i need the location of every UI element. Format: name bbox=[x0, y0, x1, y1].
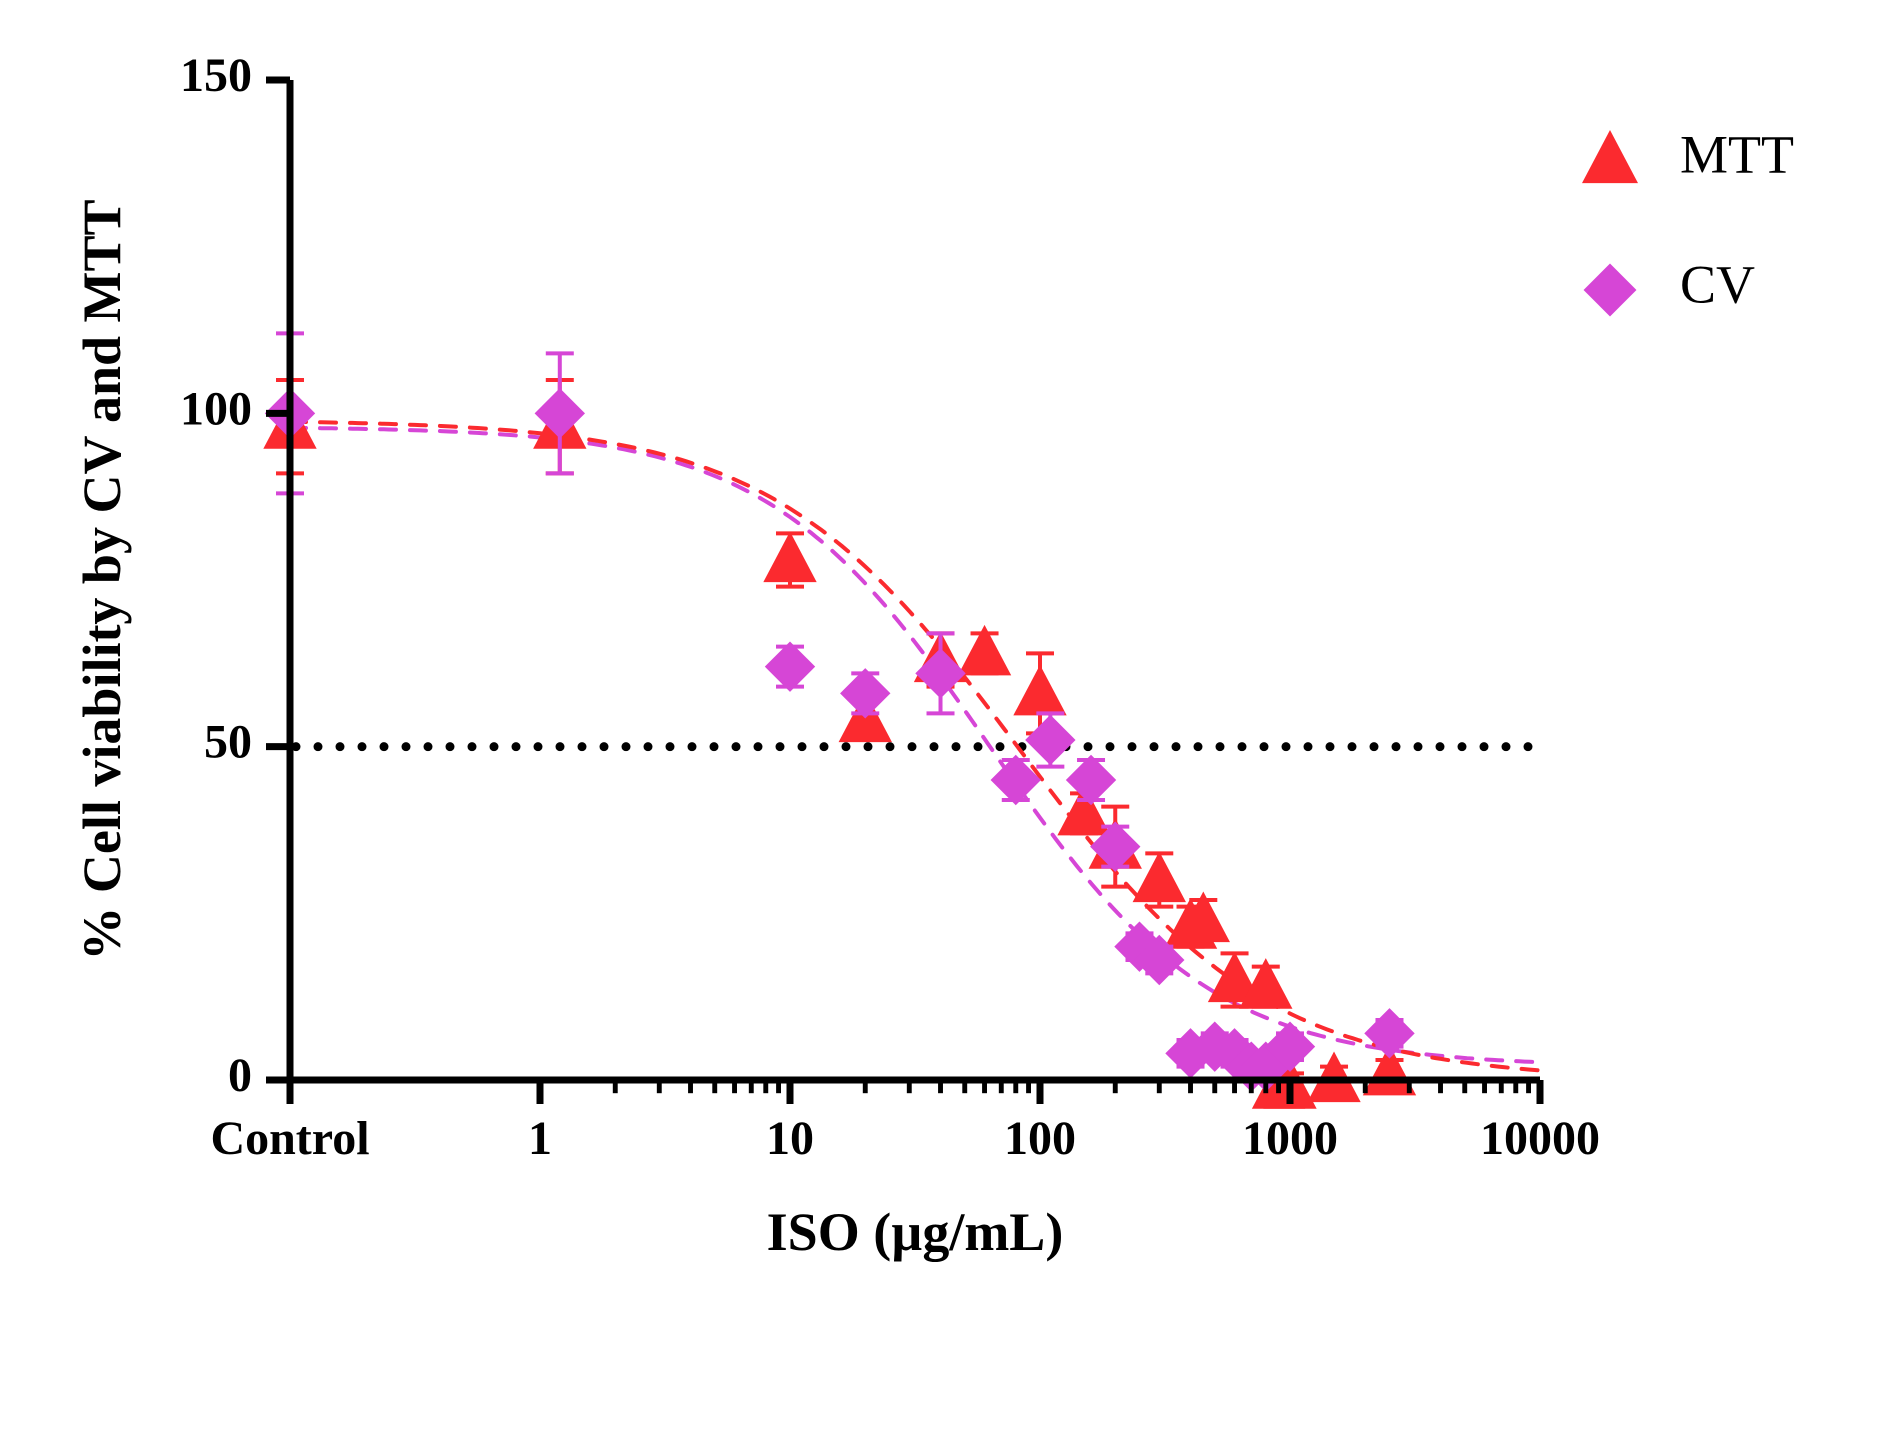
x-tick-label: Control bbox=[210, 1112, 369, 1165]
reference-dot bbox=[908, 742, 917, 751]
reference-dot bbox=[490, 742, 499, 751]
reference-dot bbox=[314, 742, 323, 751]
reference-dot bbox=[710, 742, 719, 751]
chart-container: 0 50 100 150 Control 1 10 100 1000 10000 % Cell vi… bbox=[0, 0, 1901, 1439]
reference-dot bbox=[1216, 742, 1225, 751]
reference-dot bbox=[930, 742, 939, 751]
y-axis-label: % Cell viability by CV and MTT bbox=[72, 199, 132, 960]
reference-dot bbox=[776, 742, 785, 751]
reference-dot bbox=[556, 742, 565, 751]
reference-dot bbox=[1414, 742, 1423, 751]
reference-dot bbox=[952, 742, 961, 751]
y-tick-label: 150 bbox=[180, 49, 252, 102]
reference-dot bbox=[974, 742, 983, 751]
reference-dot bbox=[1238, 742, 1247, 751]
reference-dot bbox=[1436, 742, 1445, 751]
reference-dot bbox=[600, 742, 609, 751]
reference-dot bbox=[644, 742, 653, 751]
reference-dot bbox=[1502, 742, 1511, 751]
reference-dot bbox=[424, 742, 433, 751]
reference-dot bbox=[1282, 742, 1291, 751]
reference-dot bbox=[1458, 742, 1467, 751]
reference-dot bbox=[402, 742, 411, 751]
reference-dot bbox=[446, 742, 455, 751]
reference-dot bbox=[1150, 742, 1159, 751]
reference-dot bbox=[468, 742, 477, 751]
reference-dot bbox=[1260, 742, 1269, 751]
reference-dot bbox=[842, 742, 851, 751]
reference-dot bbox=[512, 742, 521, 751]
reference-dot bbox=[754, 742, 763, 751]
reference-dot bbox=[622, 742, 631, 751]
x-tick-label: 10 bbox=[766, 1112, 814, 1165]
reference-dot bbox=[336, 742, 345, 751]
reference-dot bbox=[1304, 742, 1313, 751]
reference-dot bbox=[1194, 742, 1203, 751]
reference-dot bbox=[1172, 742, 1181, 751]
reference-dot bbox=[1392, 742, 1401, 751]
reference-dot bbox=[688, 742, 697, 751]
reference-dot bbox=[666, 742, 675, 751]
reference-dot bbox=[1524, 742, 1533, 751]
reference-dot bbox=[1128, 742, 1137, 751]
x-tick-label: 1000 bbox=[1242, 1112, 1338, 1165]
reference-dot bbox=[996, 742, 1005, 751]
dose-response-chart: 0 50 100 150 Control 1 10 100 1000 10000 % Cell vi… bbox=[0, 0, 1901, 1439]
reference-dot bbox=[798, 742, 807, 751]
x-tick-label: 10000 bbox=[1480, 1112, 1600, 1165]
reference-dot bbox=[578, 742, 587, 751]
y-tick-label: 0 bbox=[228, 1049, 252, 1102]
x-tick-label: 100 bbox=[1004, 1112, 1076, 1165]
reference-dot bbox=[1106, 742, 1115, 751]
reference-dot bbox=[732, 742, 741, 751]
reference-dot bbox=[1370, 742, 1379, 751]
reference-dot bbox=[1480, 742, 1489, 751]
x-axis-label: ISO (µg/mL) bbox=[767, 1202, 1064, 1262]
reference-dot bbox=[358, 742, 367, 751]
reference-dot bbox=[534, 742, 543, 751]
reference-dot bbox=[380, 742, 389, 751]
y-tick-label: 50 bbox=[204, 716, 252, 769]
x-tick-label: 1 bbox=[528, 1112, 552, 1165]
legend-label-mtt: MTT bbox=[1680, 124, 1794, 184]
reference-dot bbox=[886, 742, 895, 751]
y-tick-label: 100 bbox=[180, 382, 252, 435]
legend-label-cv: CV bbox=[1680, 254, 1755, 314]
reference-dot bbox=[864, 742, 873, 751]
reference-dot bbox=[1326, 742, 1335, 751]
reference-dot bbox=[820, 742, 829, 751]
reference-dot bbox=[1348, 742, 1357, 751]
reference-dot bbox=[1084, 742, 1093, 751]
